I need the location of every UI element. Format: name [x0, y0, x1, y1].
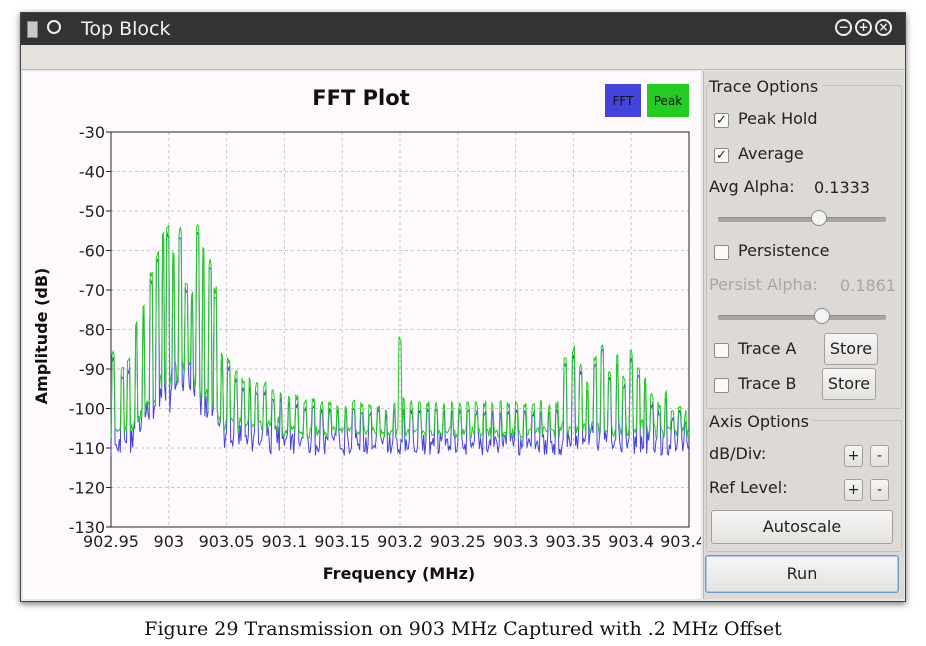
app-window: Top Block − + × FFT Plot FFT Peak -30 -40… — [20, 12, 906, 602]
plot-grid — [110, 131, 690, 528]
y-tick-label: -80 — [79, 321, 105, 340]
peak-series-line — [110, 223, 690, 440]
autoscale-button[interactable]: Autoscale — [711, 510, 893, 544]
app-icon — [27, 21, 38, 38]
average-checkbox[interactable]: ✓ — [714, 148, 729, 163]
peak-hold-label: Peak Hold — [738, 109, 818, 128]
ref-level-label: Ref Level: — [709, 478, 788, 497]
y-tick-label: -120 — [69, 479, 105, 498]
x-tick-label: 903.1 — [261, 532, 307, 551]
peak-hold-checkbox[interactable]: ✓ — [714, 113, 729, 128]
ref-level-decrease-button[interactable]: - — [870, 479, 889, 501]
x-tick-label: 903.35 — [545, 532, 601, 551]
y-tick-label: -30 — [79, 123, 105, 142]
plot-frame — [110, 131, 690, 528]
menu-bar — [21, 45, 905, 70]
x-axis-label: Frequency (MHz) — [323, 564, 475, 583]
legend-fft-label: FFT — [613, 94, 635, 108]
x-axis-ticks: 902.95 903 903.05 903.1 903.15 903.2 903.25 903… — [83, 532, 706, 551]
run-button[interactable]: Run — [705, 555, 899, 593]
trace-a-label: Trace A — [738, 339, 797, 358]
avg-alpha-slider-handle[interactable] — [810, 210, 827, 226]
y-tick-label: -110 — [69, 439, 105, 458]
x-tick-label: 903.4 — [660, 532, 701, 551]
y-tick-label: -50 — [79, 202, 105, 221]
y-tick-label: -60 — [79, 242, 105, 261]
figure-caption: Figure 29 Transmission on 903 MHz Captur… — [144, 618, 782, 640]
avg-alpha-label: Avg Alpha: — [709, 177, 795, 196]
y-axis-ticks: -30 -40 -50 -60 -70 -80 -90 -100 -110 -120 -130 — [69, 123, 111, 537]
persistence-checkbox[interactable] — [714, 245, 729, 260]
trace-a-checkbox[interactable] — [714, 343, 729, 358]
db-div-decrease-button[interactable]: - — [870, 445, 889, 467]
control-panel: Trace Options ✓ Peak Hold ✓ Average Avg … — [703, 71, 904, 599]
trace-b-label: Trace B — [738, 374, 797, 393]
y-tick-label: -100 — [69, 400, 105, 419]
x-tick-label: 903.4 — [608, 532, 654, 551]
average-label: Average — [738, 144, 804, 163]
persist-alpha-slider-handle[interactable] — [814, 308, 831, 324]
legend-peak-swatch — [647, 84, 689, 117]
persist-alpha-value: 0.1861 — [840, 276, 896, 295]
db-div-label: dB/Div: — [709, 444, 767, 463]
axis-options-title: Axis Options — [709, 412, 814, 431]
x-tick-label: 903.25 — [430, 532, 486, 551]
title-bar: Top Block − + × — [21, 13, 905, 45]
ref-level-increase-button[interactable]: + — [844, 479, 863, 501]
trace-b-store-button[interactable]: Store — [822, 368, 876, 400]
y-axis-label: Amplitude (dB) — [32, 268, 51, 405]
y-tick-label: -130 — [69, 518, 105, 537]
window-title: Top Block — [81, 18, 171, 40]
legend-fft-swatch — [605, 84, 641, 117]
legend-peak-label: Peak — [654, 94, 683, 108]
maximize-icon[interactable]: + — [855, 19, 872, 36]
y-tick-label: -40 — [79, 163, 105, 182]
y-tick-label: -70 — [79, 281, 105, 300]
trace-b-checkbox[interactable] — [714, 378, 729, 393]
window-menu-icon[interactable] — [47, 20, 61, 34]
fft-plot-panel: FFT Plot FFT Peak -30 -40 -50 -60 -70 -80 -90-… — [23, 71, 706, 599]
avg-alpha-value: 0.1333 — [814, 178, 870, 197]
x-tick-label: 903.2 — [377, 532, 423, 551]
avg-alpha-slider[interactable] — [718, 217, 886, 222]
persist-alpha-slider[interactable] — [718, 315, 886, 320]
minimize-icon[interactable]: − — [835, 19, 852, 36]
x-tick-label: 903 — [154, 532, 185, 551]
trace-options-title: Trace Options — [709, 77, 823, 96]
close-icon[interactable]: × — [875, 19, 892, 36]
persistence-label: Persistence — [738, 241, 830, 260]
x-tick-label: 902.95 — [83, 532, 139, 551]
x-tick-label: 903.3 — [493, 532, 539, 551]
fft-series-line — [110, 231, 690, 457]
db-div-increase-button[interactable]: + — [844, 445, 863, 467]
trace-a-store-button[interactable]: Store — [824, 333, 878, 365]
x-tick-label: 903.15 — [314, 532, 370, 551]
plot-title: FFT Plot — [312, 86, 409, 110]
x-tick-label: 903.05 — [199, 532, 255, 551]
fft-plot[interactable]: FFT Plot FFT Peak -30-40-50-60-70-80-90-… — [23, 71, 706, 599]
y-tick-label: -90 — [79, 360, 105, 379]
persist-alpha-label: Persist Alpha: — [709, 275, 818, 294]
